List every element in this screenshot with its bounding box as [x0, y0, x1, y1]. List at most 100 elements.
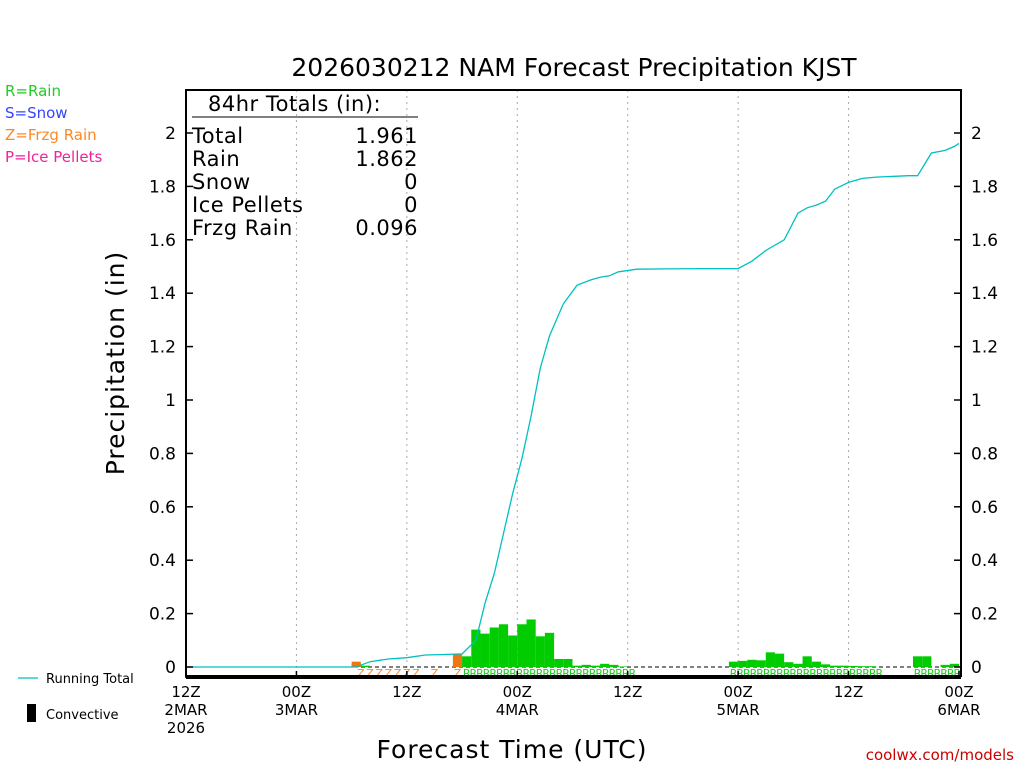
ptype-mark: R: [516, 667, 524, 680]
ptype-mark: Z: [375, 667, 383, 680]
ptype-mark: R: [763, 667, 771, 680]
ptype-mark: R: [496, 667, 504, 680]
x-tick-label: 3MAR: [275, 701, 318, 719]
ptype-mark: R: [743, 667, 751, 680]
rain-bar: [498, 624, 509, 667]
rain-bar: [728, 661, 739, 667]
rain-bar: [912, 656, 923, 667]
chart-title: 2026030212 NAM Forecast Precipitation KJ…: [291, 53, 857, 82]
ptype-mark: R: [822, 667, 830, 680]
totals-row-value: 0: [404, 170, 418, 194]
rain-bar: [517, 624, 527, 667]
rain-bar: [765, 652, 775, 667]
totals-row-label: Total: [191, 124, 244, 148]
ptype-mark: R: [940, 667, 948, 680]
y-tick-label-left: 0.6: [149, 498, 176, 518]
x-tick-label: 6MAR: [937, 701, 980, 719]
rain-bar: [738, 660, 748, 667]
rain-bar: [609, 664, 619, 667]
rain-bar: [471, 629, 481, 667]
frzg-bar: [351, 661, 361, 667]
totals-row-value: 0.096: [355, 216, 418, 240]
ptype-mark: R: [463, 667, 471, 680]
x-tick-label: 12Z: [613, 683, 642, 701]
ptype-mark: R: [934, 667, 942, 680]
rain-bar: [544, 632, 555, 667]
ptype-mark: R: [556, 667, 564, 680]
rain-bar: [590, 665, 601, 667]
rain-bar: [462, 656, 472, 667]
rain-bar: [360, 665, 371, 667]
x-tick-label: 5MAR: [717, 701, 760, 719]
ptype-mark: R: [628, 667, 636, 680]
y-ticks-left: 0 0.2 0.4 0.6 0.8 1 1.2 1.4 1.6 1.8 2: [149, 124, 193, 678]
frzg-bar: [452, 653, 463, 667]
totals-rows: Total 1.961 Rain 1.862 Snow 0 Ice Pellets 0 Frzg…: [191, 124, 418, 240]
ptype-mark: R: [602, 667, 610, 680]
rain-bar: [793, 663, 803, 667]
ptype-mark: R: [469, 667, 477, 680]
ptype-mark: R: [914, 667, 922, 680]
y-tick-label-right: 0.8: [971, 444, 998, 464]
y-ticks-right: 0 0.2 0.4 0.6 0.8 1 1.2 1.4 1.6 1.8 2: [954, 124, 998, 678]
ptype-mark: R: [869, 667, 877, 680]
rain-bar: [554, 658, 564, 667]
convective-legend-label: Convective: [46, 708, 119, 723]
y-tick-label-left: 0.8: [149, 444, 176, 464]
ptype-legend: R=Rain S=Snow Z=Frzg Rain P=Ice Pellets: [5, 80, 102, 168]
rain-bar: [857, 666, 867, 667]
ptype-mark: R: [829, 667, 837, 680]
grid-lines: [295, 90, 850, 676]
rain-bar: [480, 633, 490, 667]
running-total-line: [186, 142, 960, 668]
ptype-mark: R: [796, 667, 804, 680]
rain-bar: [830, 665, 840, 667]
ptype-mark: Z: [357, 667, 365, 680]
ptype-mark: Z: [454, 667, 462, 680]
y-tick-label-left: 1.2: [149, 338, 176, 358]
ptype-mark: R: [816, 667, 824, 680]
rain-bar: [535, 636, 545, 667]
y-tick-label-right: 0.2: [971, 605, 998, 625]
x-tick-label: 00Z: [944, 683, 973, 701]
ptype-legend-snow: S=Snow: [5, 104, 68, 122]
totals-row-label: Rain: [192, 147, 240, 171]
ptype-mark: R: [589, 667, 597, 680]
ptype-mark: R: [954, 667, 962, 680]
rain-bar: [940, 664, 950, 667]
plot-frame: [185, 89, 962, 677]
rain-bar: [756, 660, 766, 667]
rain-bar: [526, 619, 536, 667]
ptype-mark: R: [776, 667, 784, 680]
x-tick-label: 4MAR: [496, 701, 539, 719]
y-tick-label-left: 2: [165, 124, 176, 144]
rain-bar: [802, 656, 812, 667]
ptype-mark: R: [756, 667, 764, 680]
rain-bar: [508, 635, 518, 667]
ptype-legend-ice: P=Ice Pellets: [5, 148, 103, 166]
ptype-mark: Z: [431, 667, 439, 680]
y-tick-label-left: 0: [165, 658, 176, 678]
ptype-mark: Z: [385, 667, 393, 680]
ptype-mark: R: [483, 667, 491, 680]
y-tick-label-right: 0.6: [971, 498, 998, 518]
totals-row-value: 0: [404, 193, 418, 217]
y-tick-label-left: 0.4: [149, 551, 176, 571]
totals-row-value: 1.862: [355, 147, 418, 171]
x-tick-label: 00Z: [282, 683, 311, 701]
ptype-mark: R: [920, 667, 928, 680]
y-tick-label-right: 0: [971, 658, 982, 678]
ptype-mark: R: [809, 667, 817, 680]
y-tick-label-right: 1.8: [971, 177, 998, 197]
rain-bar: [581, 664, 591, 667]
rain-bar: [489, 627, 499, 667]
ptype-mark: R: [836, 667, 844, 680]
y-tick-label-right: 1.2: [971, 338, 998, 358]
convective-swatch: [27, 704, 36, 722]
y-tick-label-right: 1: [971, 391, 982, 411]
y-axis-label: Precipitation (in): [101, 251, 130, 476]
credit-text: coolwx.com/models: [865, 746, 1014, 764]
x-tick-label: 2026: [167, 719, 205, 737]
rain-bar: [572, 665, 582, 667]
